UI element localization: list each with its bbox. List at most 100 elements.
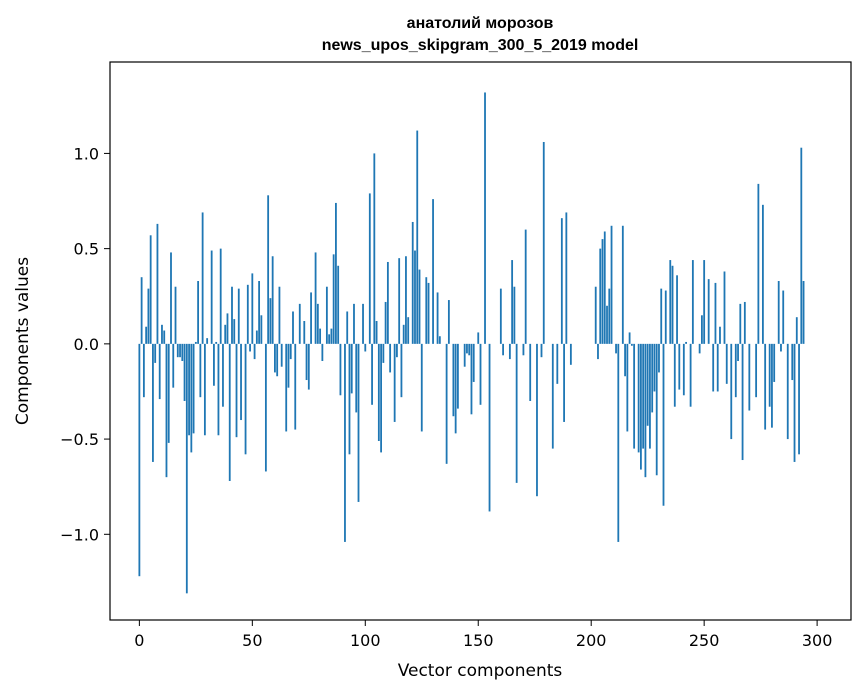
bar (597, 343, 599, 360)
bar (560, 218, 563, 344)
bar (228, 343, 231, 481)
bar (314, 252, 317, 344)
bar (768, 343, 771, 407)
bar (174, 286, 177, 344)
bar (716, 343, 719, 392)
bar (167, 343, 170, 443)
bar (240, 343, 242, 421)
bar (364, 343, 367, 352)
bar (219, 248, 222, 344)
bar (353, 303, 355, 344)
bar (249, 343, 251, 352)
bar (344, 343, 346, 542)
bar (194, 341, 197, 344)
bar (147, 288, 150, 344)
bar (316, 303, 319, 344)
bar (271, 256, 274, 344)
bar (246, 284, 249, 344)
bar (274, 343, 276, 373)
bar (425, 277, 428, 344)
y-tick-label: 0.5 (74, 240, 99, 259)
bar (158, 343, 161, 400)
bar (165, 343, 168, 478)
bar (777, 281, 780, 344)
bar (138, 343, 141, 577)
x-tick-label: 50 (242, 631, 262, 650)
bar (773, 343, 776, 382)
bar (508, 343, 511, 360)
bar (542, 141, 545, 344)
bar (321, 343, 324, 361)
bar (658, 343, 660, 373)
bar (743, 301, 746, 344)
bar (156, 223, 159, 344)
bar (183, 343, 186, 401)
bar (267, 195, 270, 344)
bar (646, 343, 649, 426)
bar (615, 343, 617, 354)
x-tick-label: 0 (134, 631, 144, 650)
bar (402, 324, 405, 344)
bar (436, 292, 439, 344)
bar (757, 183, 760, 344)
bar (154, 343, 157, 363)
bar (292, 311, 294, 344)
bar (786, 343, 789, 440)
bar (398, 258, 401, 344)
bar (640, 343, 642, 470)
bar (432, 199, 434, 344)
bar (488, 343, 491, 512)
bar (599, 248, 602, 344)
bar (608, 288, 611, 344)
bar (375, 321, 378, 344)
bars-group (138, 92, 805, 594)
bar (452, 343, 455, 417)
bar (653, 343, 656, 392)
y-tick-label: −1.0 (60, 525, 99, 544)
bar (793, 343, 796, 462)
bar (255, 330, 258, 344)
bar (161, 324, 163, 344)
bar (691, 260, 694, 344)
bar (260, 315, 263, 344)
bar (682, 343, 685, 396)
bar (197, 281, 200, 344)
bar (669, 260, 672, 344)
bar (192, 343, 195, 434)
bar (524, 229, 527, 344)
bar (712, 343, 715, 392)
bar (382, 343, 385, 363)
bar (140, 277, 143, 344)
x-tick-label: 150 (463, 631, 494, 650)
bar (730, 343, 733, 440)
chart-subtitle: news_upos_skipgram_300_5_2019 model (322, 37, 639, 54)
bar (633, 343, 636, 449)
bar (655, 343, 658, 476)
bar (664, 290, 667, 344)
bar (181, 343, 184, 361)
bar (287, 343, 290, 388)
bar (188, 343, 190, 436)
bar (642, 343, 645, 449)
bar (400, 343, 403, 398)
bar (594, 286, 597, 344)
y-axis-ticks: −1.0 −0.5 0.0 0.5 1.0 (60, 144, 110, 544)
bar (472, 343, 475, 382)
bar (795, 317, 798, 344)
bar (294, 343, 297, 430)
bar (468, 343, 471, 356)
bar (637, 343, 640, 453)
bar (438, 336, 441, 344)
bar (673, 343, 676, 407)
bar (626, 343, 629, 432)
bar (377, 343, 380, 441)
bar (233, 319, 236, 344)
bar (244, 343, 247, 455)
bar (224, 324, 227, 344)
plot-frame (109, 61, 852, 621)
bar (319, 328, 322, 344)
bar (253, 343, 256, 360)
bar (782, 290, 785, 344)
bar (407, 317, 410, 344)
bar (226, 313, 229, 344)
